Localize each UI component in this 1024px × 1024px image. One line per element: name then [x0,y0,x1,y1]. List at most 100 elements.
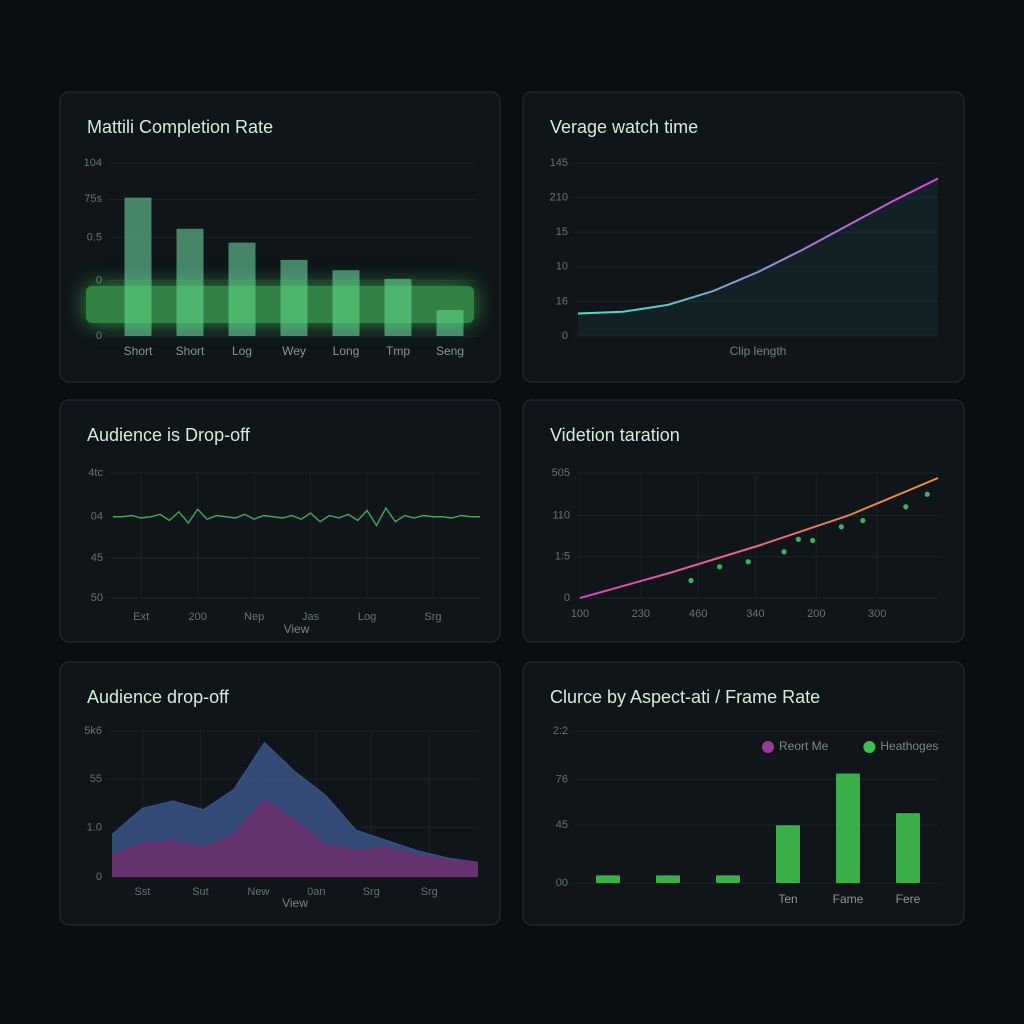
bar [176,228,204,336]
x-tick-label: Srg [363,886,380,898]
bar [436,310,464,336]
y-tick-label: 110 [552,509,570,521]
x-tick-label: 200 [189,611,207,623]
bar [228,242,256,336]
x-tick-label: 340 [746,608,764,620]
x-tick-label: New [247,886,269,898]
y-tick-label: 4tc [88,467,103,479]
x-tick-label: 100 [571,608,589,620]
x-tick-label: Ext [133,611,149,623]
scatter-point [924,491,930,497]
y-tick-label: 1.0 [87,821,102,833]
y-tick-label: 10 [556,261,568,273]
x-tick-label: Tmp [386,344,410,358]
bar [596,875,620,883]
bar [332,270,360,336]
x-tick-label: Nep [244,611,264,623]
chart-title: Audience drop-off [87,687,230,707]
y-tick-label: 104 [84,157,102,169]
scatter-point [717,564,723,570]
bar [384,278,412,336]
x-tick-label: Fame [833,892,864,906]
x-tick-label: Short [176,344,205,358]
y-tick-label: 0 [96,275,102,287]
bar [776,825,800,883]
bar [656,875,680,883]
x-tick-label: Seng [436,344,464,358]
x-tick-label: 0an [307,886,325,898]
line [111,798,479,864]
y-tick-label: 505 [552,467,570,479]
scatter-point [860,517,866,524]
y-tick-label: 00 [556,877,568,889]
panel [522,399,965,643]
scatter-point [745,559,751,565]
x-axis-label: View [284,622,310,636]
x-tick-label: Log [358,611,376,623]
y-tick-label: 5k6 [84,725,102,737]
panel [59,399,501,643]
x-tick-label: Short [124,344,153,358]
y-tick-label: 45 [556,819,568,831]
y-tick-label: 1:5 [555,551,570,563]
x-tick-label: Sst [135,886,151,898]
x-tick-label: Sut [192,886,209,898]
scatter-point [781,549,787,555]
y-tick-label: 45 [91,552,103,564]
y-tick-label: 15 [556,226,568,238]
y-tick-label: 0 [96,330,102,342]
x-tick-label: 460 [689,608,707,620]
bar [836,773,860,883]
x-tick-label: 300 [868,608,886,620]
scatter-point [903,504,909,510]
bar [896,813,920,883]
y-tick-label: 210 [550,192,568,204]
legend-swatch [863,741,876,753]
y-tick-label: 0 [562,330,568,342]
area [112,742,478,877]
y-tick-label: 0 [96,871,102,883]
line [113,506,480,527]
y-tick-label: 145 [550,157,568,169]
scatter-point [688,577,694,584]
x-axis-label: Clip length [730,344,787,358]
x-tick-label: Log [232,344,252,358]
chart-title: Audience is Drop-off [87,425,251,445]
line [577,177,939,315]
x-axis-label: View [282,896,308,910]
chart-title: Clurce by Aspect-ati / Frame Rate [550,687,820,707]
area [112,799,478,877]
x-tick-label: 230 [632,608,650,620]
legend-label: Heathoges [880,739,938,753]
y-tick-label: 76 [556,774,568,786]
y-tick-label: 16 [556,295,568,307]
scatter-point [838,524,844,530]
chart-title: Videtion taration [550,425,680,445]
chart-title: Verage watch time [550,117,698,137]
x-tick-label: Fere [896,892,921,906]
scatter-point [810,537,816,544]
x-tick-label: Ten [778,892,797,906]
y-tick-label: 50 [91,592,103,604]
area [578,178,938,336]
y-tick-label: 0 [564,592,570,604]
x-tick-label: Wey [282,344,306,358]
y-tick-label: 2:2 [553,725,568,737]
bar [280,259,308,336]
legend-swatch [762,741,774,753]
line [111,741,479,864]
x-tick-label: Srg [424,611,441,623]
x-tick-label: Srg [421,886,438,898]
legend-label: Reort Me [779,739,829,753]
bar [716,875,740,883]
bar [124,197,152,336]
y-tick-label: 55 [90,773,102,785]
chart-title: Mattili Completion Rate [87,117,273,137]
y-tick-label: 04 [91,511,103,523]
scatter-point [795,536,801,542]
y-tick-label: 75s [84,193,102,205]
x-tick-label: Jas [302,611,320,623]
x-tick-label: Long [333,344,360,358]
